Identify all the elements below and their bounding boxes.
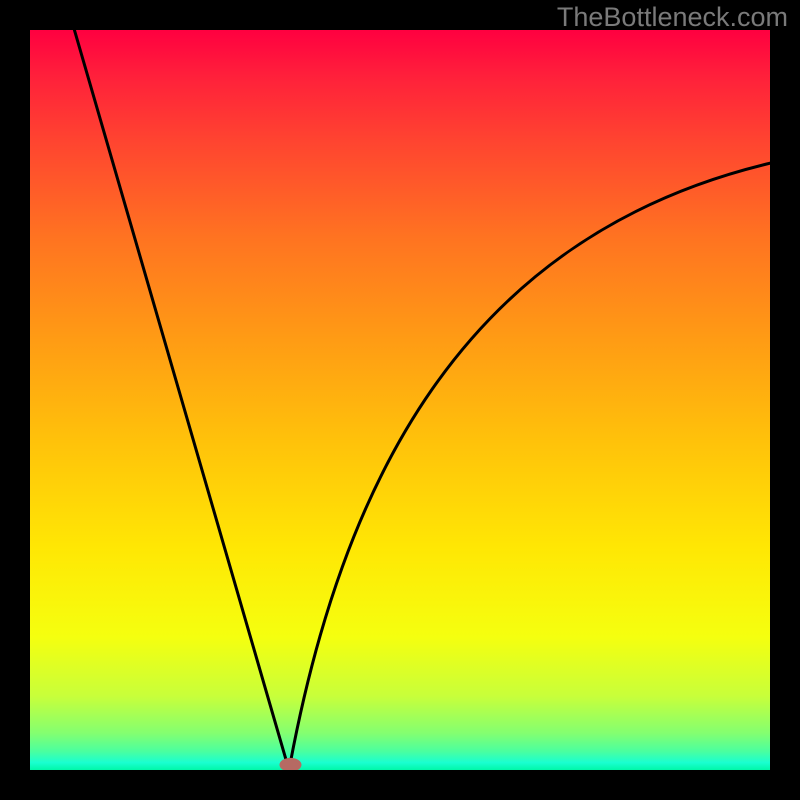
chart-plot-area	[30, 30, 770, 770]
chart-stage: TheBottleneck.com	[0, 0, 800, 800]
optimum-marker	[279, 758, 301, 772]
bottleneck-chart	[0, 0, 800, 800]
watermark-text: TheBottleneck.com	[557, 2, 788, 33]
